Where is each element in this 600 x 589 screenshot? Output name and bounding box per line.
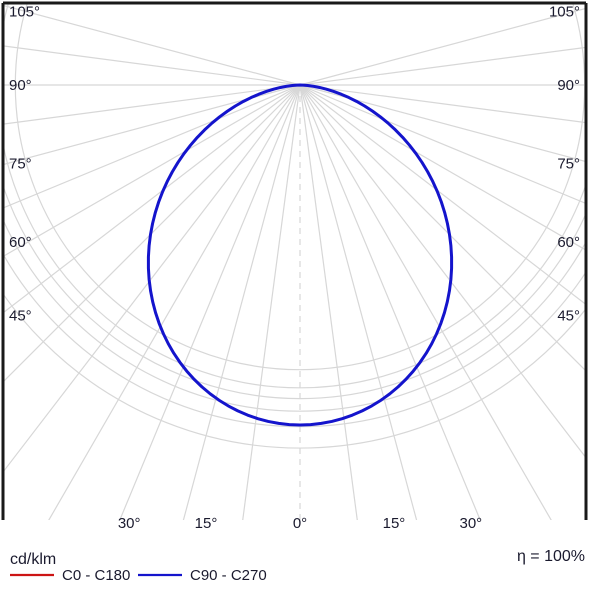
svg-text:45°: 45°	[557, 308, 580, 325]
svg-text:105°: 105°	[549, 3, 580, 20]
svg-text:C90 - C270: C90 - C270	[190, 567, 267, 584]
svg-text:0°: 0°	[293, 515, 307, 532]
svg-text:30°: 30°	[118, 515, 141, 532]
svg-text:15°: 15°	[383, 515, 406, 532]
svg-text:60°: 60°	[9, 234, 32, 251]
svg-text:75°: 75°	[9, 155, 32, 172]
svg-text:15°: 15°	[195, 515, 218, 532]
svg-text:30°: 30°	[459, 515, 482, 532]
svg-text:cd/klm: cd/klm	[10, 551, 56, 568]
svg-text:90°: 90°	[9, 77, 32, 94]
svg-text:75°: 75°	[557, 155, 580, 172]
svg-text:60°: 60°	[557, 234, 580, 251]
svg-text:105°: 105°	[9, 3, 40, 20]
svg-text:90°: 90°	[557, 77, 580, 94]
svg-text:C0 - C180: C0 - C180	[62, 567, 130, 584]
svg-text:η = 100%: η = 100%	[517, 548, 585, 565]
svg-text:45°: 45°	[9, 308, 32, 325]
